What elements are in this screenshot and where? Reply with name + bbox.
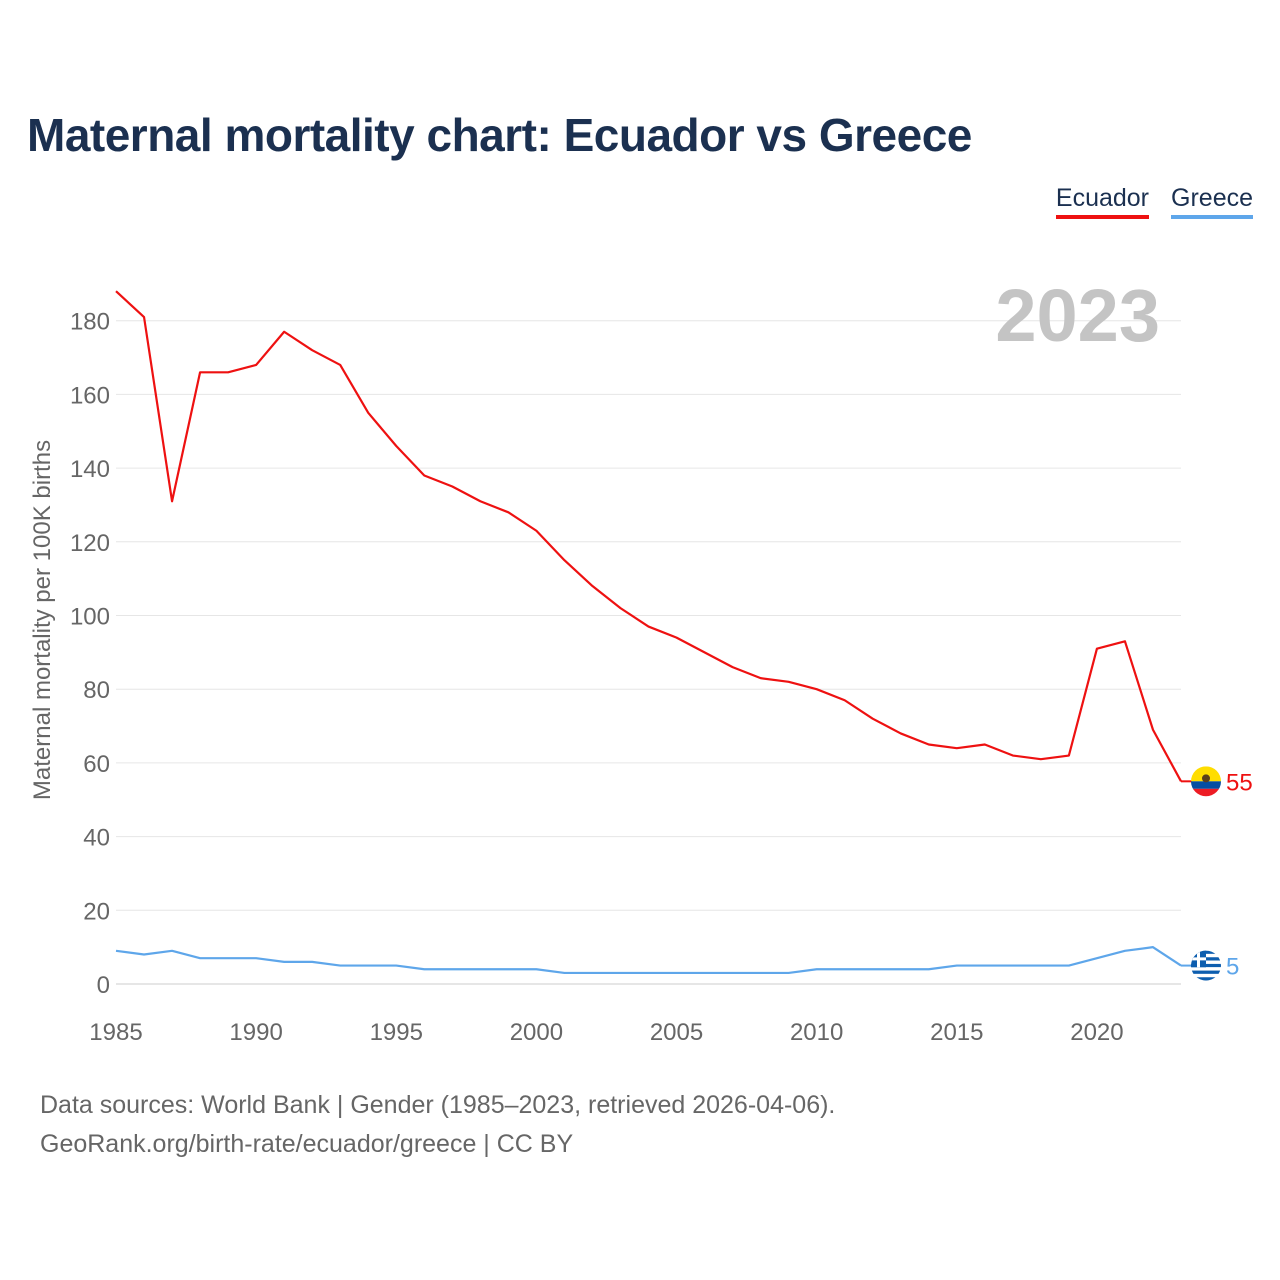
- footer-source: Data sources: World Bank | Gender (1985–…: [40, 1091, 836, 1119]
- year-watermark: 2023: [995, 274, 1160, 357]
- x-tick-label: 2000: [510, 1019, 563, 1046]
- ecuador-flag-icon: [1191, 766, 1221, 797]
- gridlines: [116, 320, 1181, 985]
- y-tick-label: 0: [97, 972, 110, 999]
- x-axis-ticks: 1985 1990 1995 2000 2005 2010 2015 2020: [89, 1019, 1123, 1046]
- x-tick-label: 2020: [1070, 1019, 1123, 1046]
- end-markers: 555: [1181, 766, 1253, 981]
- y-tick-label: 60: [83, 751, 110, 778]
- greece-flag-icon: [1191, 950, 1221, 981]
- y-tick-label: 120: [70, 530, 110, 557]
- legend: Ecuador Greece: [1055, 183, 1253, 219]
- x-tick-label: 1995: [370, 1019, 423, 1046]
- legend-item-greece[interactable]: Greece: [1171, 183, 1253, 219]
- x-tick-label: 1990: [229, 1019, 282, 1046]
- series-lines: [115, 290, 1182, 975]
- y-tick-label: 20: [83, 898, 110, 925]
- chart-title: Maternal mortality chart: Ecuador vs Gre…: [27, 109, 972, 161]
- y-axis-ticks: 0 20 40 60 80 100 120 140 160 180: [70, 309, 110, 999]
- series-line-ecuador: [115, 290, 1182, 782]
- end-value-ecuador: 55: [1226, 769, 1253, 796]
- y-tick-label: 160: [70, 382, 110, 409]
- y-tick-label: 40: [83, 825, 110, 852]
- y-axis-label: Maternal mortality per 100K births: [29, 440, 56, 800]
- end-value-greece: 5: [1226, 954, 1239, 981]
- series-line-greece: [115, 946, 1182, 975]
- x-tick-label: 1985: [89, 1019, 142, 1046]
- footer-credit[interactable]: GeoRank.org/birth-rate/ecuador/greece | …: [40, 1130, 574, 1158]
- x-tick-label: 2010: [790, 1019, 843, 1046]
- x-tick-label: 2005: [650, 1019, 703, 1046]
- y-tick-label: 80: [83, 677, 110, 704]
- legend-item-ecuador[interactable]: Ecuador: [1055, 183, 1150, 219]
- y-tick-label: 180: [70, 309, 110, 336]
- footer: Data sources: World Bank | Gender (1985–…: [40, 1086, 835, 1164]
- y-tick-label: 140: [70, 456, 110, 483]
- x-tick-label: 2015: [930, 1019, 983, 1046]
- y-tick-label: 100: [70, 604, 110, 631]
